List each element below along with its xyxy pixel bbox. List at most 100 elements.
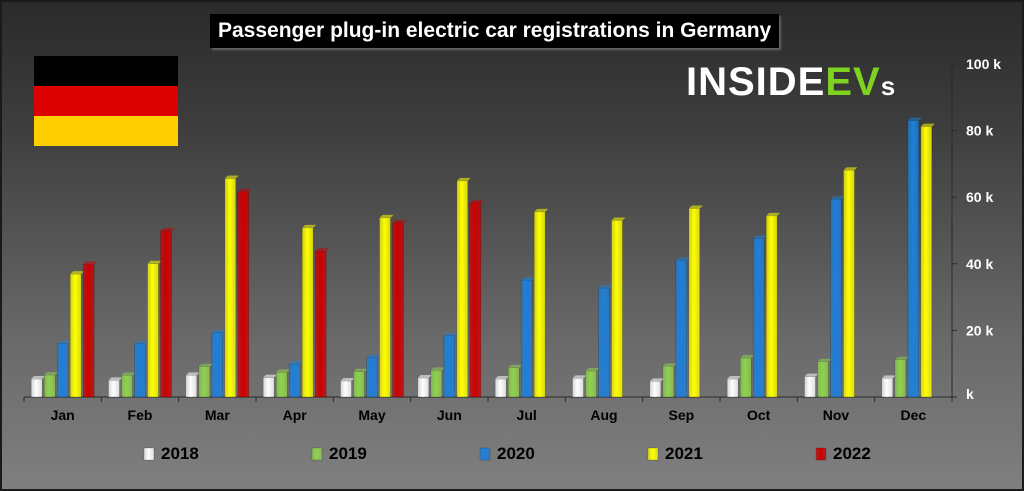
bar-top-2018-jul	[495, 376, 510, 380]
legend-label-2020: 2020	[497, 444, 535, 463]
bar-2020-jan	[56, 343, 69, 398]
legend-swatch-2019	[311, 447, 323, 461]
bar-top-2018-sep	[649, 378, 664, 382]
bar-top-2020-jun	[443, 332, 458, 336]
bar-top-2019-jul	[508, 364, 523, 368]
bar-top-2019-jan	[44, 372, 59, 376]
flag-stripe-red	[34, 86, 178, 116]
bar-top-2022-feb	[160, 227, 175, 231]
bar-2021-jan	[69, 273, 82, 398]
bar-2019-sep	[662, 366, 675, 398]
bar-2018-may	[340, 380, 352, 398]
bar-top-2018-jun	[417, 375, 432, 379]
y-tick-label: 80 k	[966, 123, 993, 139]
bar-2019-oct	[739, 357, 752, 398]
bar-2018-mar	[185, 375, 198, 398]
bar-2018-nov	[804, 376, 816, 398]
bar-2018-jan	[30, 378, 43, 398]
bar-top-2021-jul	[534, 208, 549, 212]
bar-2020-dec	[907, 120, 920, 398]
bar-2021-nov	[843, 169, 855, 398]
bar-top-2021-feb	[147, 260, 162, 264]
x-tick-label-sep: Sep	[668, 407, 694, 423]
bar-2022-may	[392, 222, 404, 398]
bar-top-2019-sep	[662, 363, 677, 367]
bar-top-2019-nov	[817, 358, 832, 362]
flag-stripe-black	[34, 56, 178, 86]
x-tick-label-aug: Aug	[590, 407, 617, 423]
bar-2021-aug	[611, 220, 623, 398]
bar-2022-apr	[314, 250, 327, 398]
bar-top-2022-mar	[237, 188, 252, 192]
chart-title: Passenger plug-in electric car registrat…	[210, 14, 780, 48]
bar-2020-apr	[288, 363, 301, 398]
bar-top-2021-nov	[843, 167, 858, 171]
bar-2019-apr	[275, 372, 288, 398]
bar-top-2022-jan	[83, 261, 98, 265]
bar-2018-dec	[881, 378, 894, 398]
bar-2020-feb	[134, 343, 146, 398]
legend-label-2019: 2019	[329, 444, 367, 463]
legend-swatch-2022	[815, 447, 827, 461]
bar-2021-mar	[224, 178, 237, 398]
bar-2020-mar	[211, 332, 224, 398]
bar-top-2019-mar	[198, 363, 213, 367]
bar-top-2020-feb	[134, 340, 149, 344]
bar-top-2021-may	[379, 214, 394, 218]
logo-accent: EV	[825, 60, 881, 104]
bar-top-2021-oct	[766, 212, 781, 216]
bar-top-2020-may	[366, 354, 381, 358]
bar-2018-sep	[649, 381, 662, 398]
y-tick-label: 100 k	[966, 56, 1001, 72]
bar-top-2020-sep	[675, 257, 690, 261]
bar-2022-feb	[160, 230, 172, 398]
bar-2019-nov	[817, 361, 829, 398]
bar-top-2022-apr	[315, 248, 330, 252]
y-tick-label: 20 k	[966, 322, 993, 338]
bar-top-2020-dec	[907, 117, 922, 121]
bar-top-2020-nov	[830, 196, 845, 200]
logo-main: INSIDE	[686, 60, 826, 104]
logo-tail: s	[880, 71, 897, 101]
bar-top-2021-aug	[611, 217, 626, 221]
bar-top-2021-mar	[224, 175, 239, 179]
bar-top-2019-oct	[740, 355, 755, 359]
x-tick-label-nov: Nov	[823, 407, 850, 423]
bar-top-2018-may	[340, 378, 355, 382]
bar-2020-aug	[598, 287, 610, 398]
bar-top-2019-jun	[430, 367, 445, 371]
bar-2022-jan	[82, 264, 95, 398]
bar-2020-may	[366, 357, 378, 398]
legend-label-2018: 2018	[161, 444, 199, 463]
x-tick-label-oct: Oct	[747, 407, 771, 423]
bar-top-2020-jan	[57, 340, 72, 344]
bar-2018-oct	[726, 378, 739, 398]
bar-2019-mar	[198, 366, 211, 398]
bar-top-2019-may	[353, 368, 368, 372]
bar-2019-feb	[121, 375, 133, 398]
bar-top-2021-jan	[70, 271, 85, 275]
bar-2019-jul	[507, 367, 520, 398]
bar-top-2020-mar	[211, 329, 226, 333]
y-tick-label: 60 k	[966, 189, 993, 205]
bar-2018-jun	[417, 377, 430, 398]
bar-2019-aug	[585, 370, 597, 398]
bar-top-2019-aug	[585, 368, 600, 372]
bar-2021-jun	[456, 180, 469, 398]
bar-2021-dec	[920, 126, 933, 398]
legend-swatch-2020	[479, 447, 491, 461]
bar-2019-dec	[894, 359, 907, 398]
bar-2018-aug	[572, 378, 584, 398]
x-tick-label-feb: Feb	[128, 407, 153, 423]
bar-2020-sep	[675, 260, 688, 398]
bar-top-2020-aug	[598, 285, 613, 289]
bar-top-2021-apr	[302, 224, 317, 228]
bar-top-2021-dec	[920, 123, 935, 127]
bar-2021-jul	[533, 211, 546, 398]
bar-2020-oct	[752, 238, 765, 398]
x-tick-label-may: May	[358, 407, 385, 423]
bar-top-2018-aug	[572, 375, 587, 379]
bar-top-2022-jun	[469, 199, 484, 203]
bar-2019-jun	[430, 370, 443, 398]
